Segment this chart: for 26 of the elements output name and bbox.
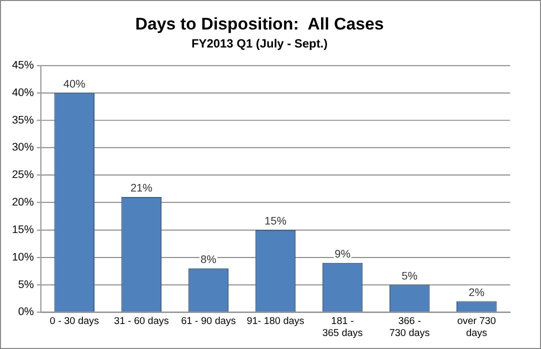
chart-subtitle: FY2013 Q1 (July - Sept.): [191, 36, 328, 51]
y-tick-label: 10%: [12, 251, 34, 264]
y-tick-label: 30%: [12, 142, 34, 154]
data-label: 2%: [468, 286, 485, 299]
data-label: 15%: [264, 216, 287, 228]
x-tick-label: 181 - 365 days: [322, 316, 363, 339]
data-label: 9%: [334, 248, 351, 260]
data-label: 40%: [63, 78, 86, 90]
x-tick-label: 31 - 60 days: [114, 316, 169, 327]
y-tick-label: 0%: [18, 306, 34, 318]
x-tick-label: 0 - 30 days: [50, 316, 100, 327]
y-tick-label: 5%: [18, 278, 34, 291]
y-tick-label: 45%: [12, 59, 34, 72]
data-label: 8%: [200, 254, 217, 266]
x-tick-label: 61 - 90 days: [181, 316, 236, 327]
data-label: 21%: [130, 182, 153, 195]
y-tick-label: 40%: [12, 86, 34, 99]
y-tick-label: 35%: [12, 114, 34, 126]
x-tick-label: 91- 180 days: [246, 316, 304, 327]
x-tick-label: 366 - 730 days: [389, 316, 430, 339]
chart-title: Days to Disposition: All Cases: [135, 14, 384, 34]
y-tick-label: 25%: [12, 169, 34, 182]
x-tick-label: over 730 days: [457, 316, 496, 339]
y-tick-label: 20%: [12, 196, 34, 209]
y-tick-label: 15%: [12, 224, 34, 236]
data-label: 5%: [402, 270, 418, 282]
